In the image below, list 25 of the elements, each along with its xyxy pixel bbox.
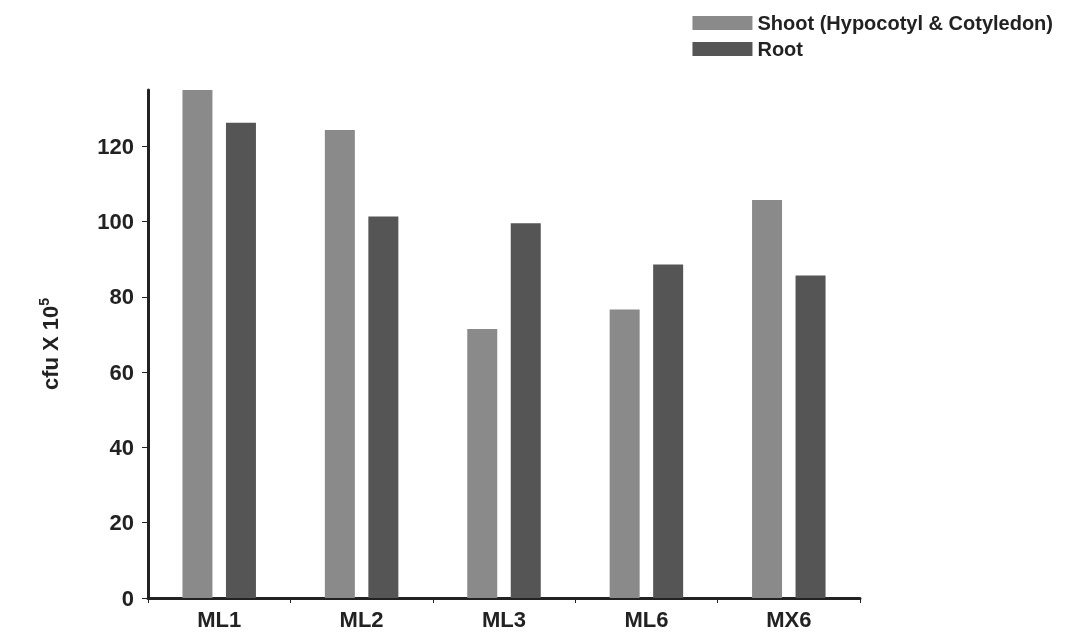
bar [510, 223, 541, 598]
bar [609, 309, 640, 598]
bar [795, 275, 826, 598]
y-tick-label: 80 [109, 284, 134, 310]
bar [752, 199, 783, 598]
y-tick-label: 20 [109, 510, 134, 536]
bar [368, 216, 399, 598]
bar [467, 328, 498, 598]
x-tick-label: ML3 [482, 606, 526, 632]
bar [225, 122, 256, 598]
y-axis-title: cfu X 105 [36, 297, 63, 391]
x-tick-label: ML6 [624, 606, 669, 632]
bar [653, 264, 684, 598]
y-tick-label: 60 [109, 359, 134, 385]
x-tick-label: ML2 [339, 606, 384, 632]
legend-label: Shoot (Hypocotyl & Cotyledon) [757, 12, 1054, 34]
y-tick-label: 120 [97, 133, 134, 159]
bar [324, 129, 355, 598]
x-tick-label: MX6 [766, 606, 812, 632]
legend-label: Root [757, 38, 804, 60]
y-tick-label: 40 [109, 434, 134, 460]
y-tick-label: 0 [121, 585, 134, 611]
bar [182, 90, 213, 598]
x-tick-label: ML1 [197, 606, 242, 632]
y-tick-label: 100 [97, 209, 134, 235]
